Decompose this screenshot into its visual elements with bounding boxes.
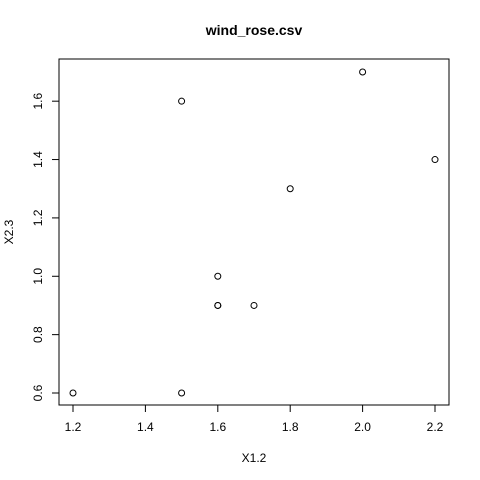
y-tick-label: 1.2 — [31, 209, 45, 226]
y-axis-label: X2.3 — [2, 219, 16, 244]
data-point — [69, 389, 77, 397]
y-tick-label: 1.6 — [31, 93, 45, 110]
data-point — [286, 185, 294, 193]
data-point — [359, 68, 367, 76]
x-tick-label: 1.2 — [65, 420, 82, 434]
x-axis-label: X1.2 — [242, 451, 267, 465]
data-point — [214, 272, 222, 280]
data-point — [250, 301, 258, 309]
data-point — [431, 156, 439, 164]
data-points — [69, 68, 439, 397]
data-point — [178, 389, 186, 397]
data-point — [178, 97, 186, 105]
x-axis: 1.2 1.4 1.6 1.8 2.0 2.2 — [65, 405, 444, 434]
x-tick-label: 1.4 — [137, 420, 154, 434]
chart-title: wind_rose.csv — [205, 22, 303, 38]
plot-frame — [58, 58, 450, 406]
x-tick-label: 2.2 — [427, 420, 444, 434]
data-point — [214, 301, 222, 309]
y-tick-label: 1.4 — [31, 151, 45, 168]
x-tick-label: 1.8 — [282, 420, 299, 434]
y-axis: 0.6 0.8 1.0 1.2 1.4 1.6 — [31, 93, 59, 401]
y-tick-label: 1.0 — [31, 268, 45, 285]
x-tick-label: 1.6 — [209, 420, 226, 434]
y-tick-label: 0.6 — [31, 384, 45, 401]
y-tick-label: 0.8 — [31, 326, 45, 343]
x-tick-label: 2.0 — [354, 420, 371, 434]
